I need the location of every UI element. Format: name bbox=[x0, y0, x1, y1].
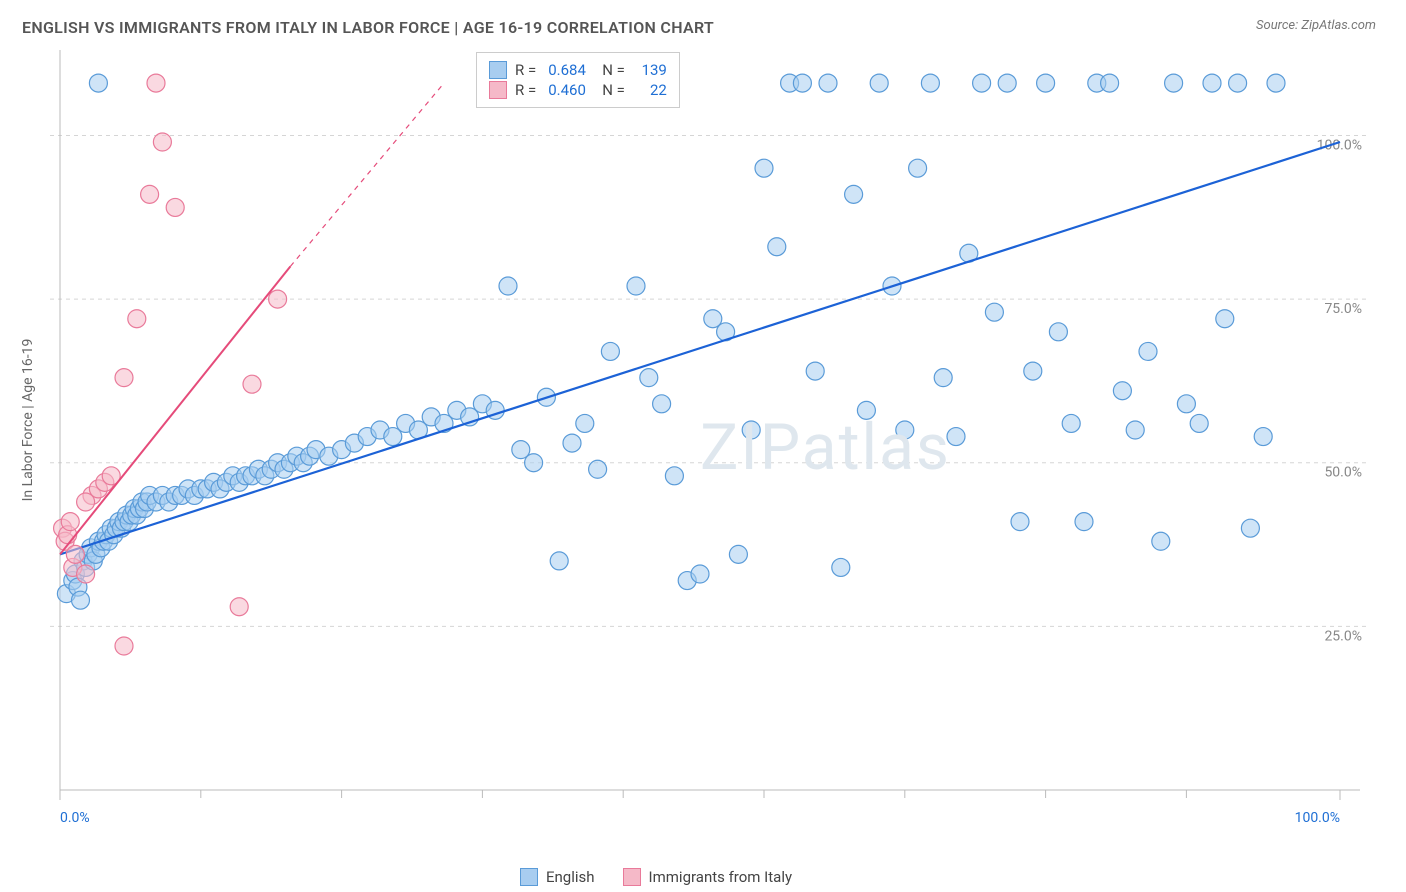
stat-r-label: R = bbox=[515, 81, 536, 99]
stat-n-label: N = bbox=[602, 81, 625, 99]
correlation-stats-box: R = 0.684 N = 139 R = 0.460 N = 22 bbox=[476, 52, 680, 108]
stats-row: R = 0.684 N = 139 bbox=[489, 61, 667, 79]
svg-text:25.0%: 25.0% bbox=[1324, 628, 1362, 644]
svg-text:100.0%: 100.0% bbox=[1317, 137, 1362, 153]
stat-n-label: N = bbox=[602, 61, 625, 79]
chart-title: ENGLISH VS IMMIGRANTS FROM ITALY IN LABO… bbox=[22, 18, 714, 37]
scatter-plot: 25.0% 50.0% 75.0% 100.0% 0.0% 100.0% bbox=[50, 50, 1370, 830]
svg-text:50.0%: 50.0% bbox=[1324, 465, 1362, 481]
legend-label: Immigrants from Italy bbox=[649, 868, 793, 886]
legend: English Immigrants from Italy bbox=[520, 868, 792, 886]
legend-item: English bbox=[520, 868, 595, 886]
stat-r-label: R = bbox=[515, 61, 536, 79]
svg-text:0.0%: 0.0% bbox=[60, 810, 90, 826]
stat-n-value: 139 bbox=[637, 61, 667, 79]
legend-swatch bbox=[520, 868, 538, 886]
series-swatch bbox=[489, 81, 507, 99]
svg-text:100.0%: 100.0% bbox=[1295, 810, 1340, 826]
stat-r-value: 0.684 bbox=[548, 61, 594, 79]
svg-text:75.0%: 75.0% bbox=[1324, 301, 1362, 317]
legend-item: Immigrants from Italy bbox=[623, 868, 793, 886]
series-swatch bbox=[489, 61, 507, 79]
y-axis-label: In Labor Force | Age 16-19 bbox=[20, 339, 36, 502]
legend-label: English bbox=[546, 868, 595, 886]
legend-swatch bbox=[623, 868, 641, 886]
stat-n-value: 22 bbox=[637, 81, 667, 99]
stats-row: R = 0.460 N = 22 bbox=[489, 81, 667, 99]
source-label: Source: ZipAtlas.com bbox=[1256, 18, 1376, 33]
stat-r-value: 0.460 bbox=[548, 81, 594, 99]
